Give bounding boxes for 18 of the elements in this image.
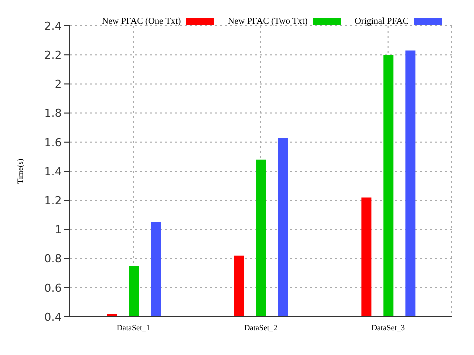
y-axis-title: Time(s) [16,158,25,184]
y-tick-label: 1.8 [44,107,62,120]
y-tick-label: 1.4 [44,165,62,178]
y-tick-label: 1 [55,224,62,237]
y-tick-label: 1.6 [44,136,62,150]
y-tick-label: 0.6 [44,282,62,295]
y-tick-label: 2 [55,78,62,92]
y-tick-label: 2.2 [44,49,62,62]
legend-label: Original PFAC [354,16,409,26]
legend-label: New PFAC (Two Txt) [228,16,308,26]
x-tick-label: DataSet_1 [117,324,150,333]
x-tick-label: DataSet_3 [372,324,405,333]
y-tick-label: 0.4 [44,310,62,324]
x-tick-label: DataSet_2 [244,324,278,333]
y-tick-label: 1.2 [44,194,62,208]
y-tick-label: 0.8 [44,252,62,266]
legend-label: New PFAC (One Txt) [102,16,182,26]
y-tick-label: 2.4 [44,20,62,33]
